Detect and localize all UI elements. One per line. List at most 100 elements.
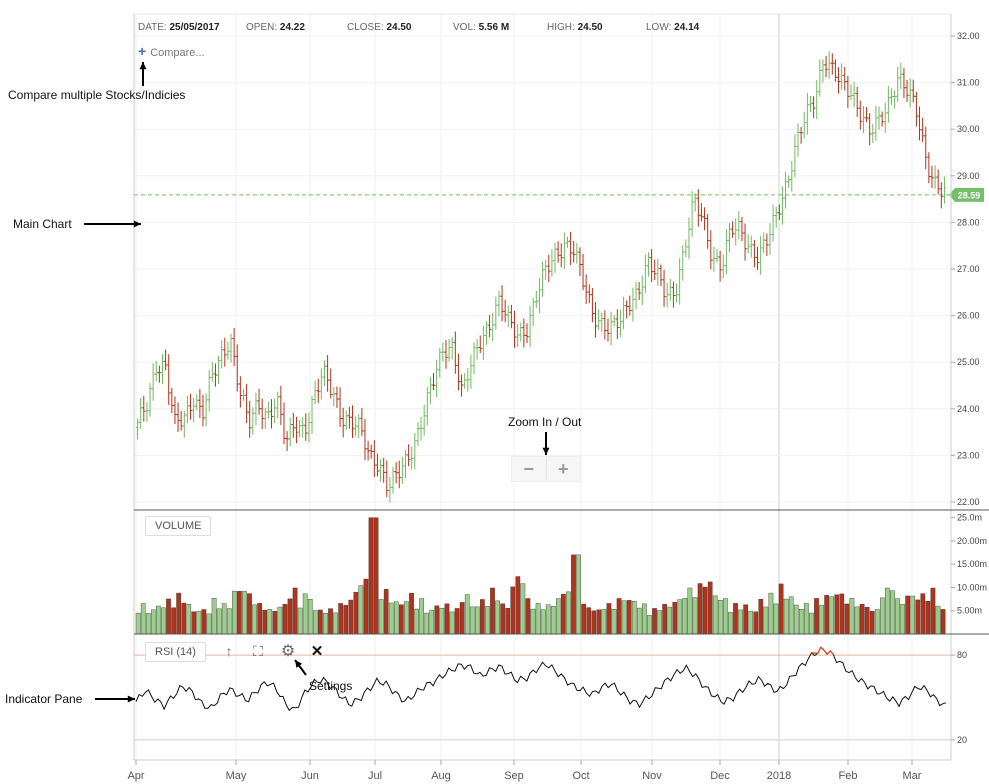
volume-bar bbox=[297, 607, 303, 635]
volume-bar bbox=[829, 596, 835, 635]
x-tick-label: Dec bbox=[710, 770, 730, 782]
volume-bar bbox=[495, 600, 500, 635]
volume-bar bbox=[854, 606, 860, 635]
volume-bar bbox=[672, 601, 678, 635]
current-price-label: 28.59 bbox=[958, 190, 981, 200]
volume-bar bbox=[545, 604, 551, 635]
gear-icon[interactable]: ⚙ bbox=[280, 643, 296, 660]
arrow-up-icon[interactable]: ↑ bbox=[225, 643, 233, 659]
plus-icon: + bbox=[138, 43, 147, 59]
rsi-tick-label: 20 bbox=[957, 735, 967, 745]
volume-bar bbox=[662, 604, 667, 635]
volume-bar bbox=[626, 600, 632, 635]
volume-tick-label: 10.00m bbox=[957, 582, 987, 592]
volume-bar bbox=[576, 554, 581, 635]
y-tick-label: 26.00 bbox=[957, 311, 980, 321]
volume-bar bbox=[636, 607, 642, 635]
volume-bar bbox=[555, 598, 561, 635]
volume-bar bbox=[409, 592, 414, 635]
volume-bar bbox=[530, 608, 536, 635]
volume-bar bbox=[399, 604, 404, 635]
volume-bar bbox=[657, 610, 662, 635]
y-tick-label: 27.00 bbox=[957, 264, 980, 274]
volume-bar bbox=[920, 593, 926, 635]
volume-bar bbox=[844, 603, 850, 635]
volume-bar bbox=[697, 583, 703, 635]
volume-bar bbox=[586, 607, 592, 635]
volume-bar bbox=[788, 596, 794, 635]
x-tick-label: Mar bbox=[903, 770, 922, 782]
volume-bar bbox=[798, 609, 804, 635]
volume-bar bbox=[252, 604, 257, 635]
volume-bar bbox=[343, 605, 349, 635]
volume-bar bbox=[505, 607, 511, 635]
volume-bar bbox=[323, 612, 328, 635]
volume-bar bbox=[758, 599, 764, 635]
volume-bar bbox=[480, 599, 485, 635]
volume-bar bbox=[561, 593, 566, 635]
volume-bar bbox=[895, 598, 900, 635]
volume-bar bbox=[723, 598, 728, 635]
volume-bar bbox=[333, 612, 338, 635]
volume-bar bbox=[733, 603, 738, 635]
volume-label[interactable]: VOLUME bbox=[145, 516, 212, 536]
volume-bar bbox=[935, 605, 941, 635]
close-icon[interactable]: ✕ bbox=[310, 643, 324, 660]
zoom-in-button[interactable]: + bbox=[557, 458, 569, 479]
y-tick-label: 24.00 bbox=[957, 404, 980, 414]
volume-bar bbox=[186, 604, 192, 635]
volume-bar bbox=[550, 606, 556, 635]
y-tick-label: 25.00 bbox=[957, 357, 980, 367]
volume-bar bbox=[216, 608, 222, 635]
volume-pane bbox=[135, 517, 946, 635]
volume-bar bbox=[606, 603, 612, 635]
x-tick-label: Jun bbox=[301, 770, 319, 782]
volume-bar bbox=[368, 517, 374, 635]
volume-bar bbox=[869, 610, 875, 635]
current-price-tag bbox=[949, 187, 984, 202]
arrow-head bbox=[133, 220, 141, 228]
volume-bar bbox=[171, 607, 176, 635]
volume-bar bbox=[257, 603, 262, 635]
volume-bar bbox=[591, 610, 597, 635]
rsi-overbought-segment bbox=[811, 646, 834, 656]
y-tick-label: 30.00 bbox=[957, 124, 980, 134]
settings-arrow bbox=[294, 659, 307, 676]
volume-bar bbox=[140, 603, 146, 635]
volume-bar bbox=[773, 603, 779, 635]
volume-bar bbox=[166, 598, 171, 635]
volume-bar bbox=[206, 613, 212, 635]
volume-bar bbox=[702, 586, 708, 635]
x-tick-label: May bbox=[226, 770, 247, 782]
rsi-indicator-button[interactable]: RSI (14) bbox=[145, 642, 206, 662]
zoom-out-button[interactable]: − bbox=[512, 457, 547, 481]
x-tick-label: 2018 bbox=[767, 770, 791, 782]
volume-bar bbox=[707, 581, 713, 635]
volume-bar bbox=[449, 611, 455, 635]
volume-bar bbox=[404, 601, 409, 635]
volume-bar bbox=[763, 606, 769, 635]
volume-bar bbox=[814, 598, 819, 635]
volume-bar bbox=[915, 599, 921, 635]
volume-bar bbox=[793, 604, 799, 635]
volume-bar bbox=[474, 606, 480, 635]
volume-bar bbox=[247, 593, 252, 635]
volume-bar bbox=[601, 609, 607, 635]
compare-button[interactable]: + Compare... bbox=[138, 43, 205, 59]
volume-bar bbox=[231, 590, 237, 635]
volume-bar bbox=[864, 607, 870, 635]
fullscreen-icon[interactable]: ⛶ bbox=[253, 642, 263, 659]
volume-bar bbox=[439, 608, 445, 635]
volume-bar bbox=[748, 610, 754, 635]
volume-bar bbox=[804, 603, 809, 635]
volume-bar bbox=[849, 597, 855, 635]
y-tick-label: 31.00 bbox=[957, 78, 980, 88]
annotation-compare: Compare multiple Stocks/Indicies bbox=[8, 88, 186, 102]
volume-bar bbox=[753, 611, 759, 635]
stat-high: HIGH: 24.50 bbox=[547, 22, 603, 33]
zoom-arrow bbox=[542, 432, 550, 455]
volume-bar bbox=[925, 601, 931, 635]
volume-bar bbox=[226, 608, 232, 635]
volume-bar bbox=[571, 554, 576, 635]
